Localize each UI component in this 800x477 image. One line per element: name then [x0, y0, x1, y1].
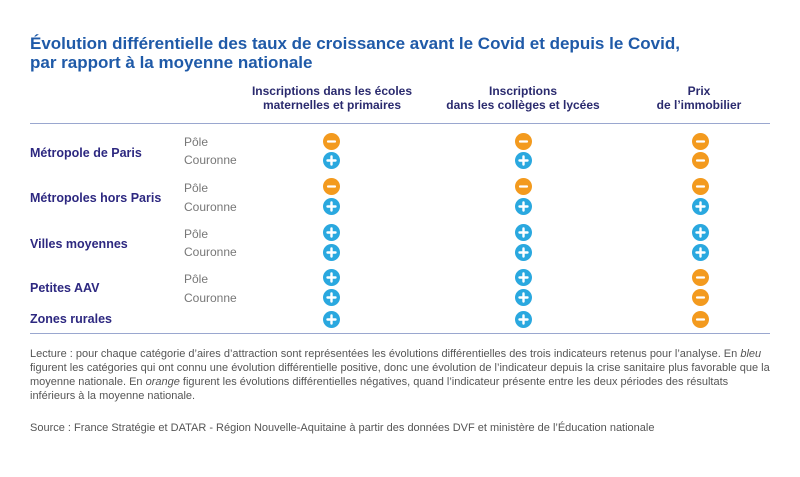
column-header-line: maternelles et primaires [262, 98, 402, 112]
title-line-2: par rapport à la moyenne nationale [30, 53, 313, 72]
plus-marker-icon [322, 197, 340, 215]
plus-marker-icon [322, 310, 340, 328]
minus-marker-icon [691, 310, 709, 328]
group-label-metropoles-hors-paris: Métropoles hors Paris [30, 191, 162, 205]
sub-label-pole: Pôle [184, 272, 209, 286]
title-line-1: Évolution différentielle des taux de cro… [30, 34, 680, 53]
plus-marker-icon [322, 268, 340, 286]
minus-marker-icon [691, 288, 709, 306]
sub-label-pole: Pôle [184, 181, 209, 195]
column-header-ecoles: Inscriptions dans les écoles maternelles… [227, 84, 437, 112]
column-header-line: Prix [687, 84, 711, 98]
plus-marker-icon [514, 268, 532, 286]
lecture-blue-word: bleu [740, 348, 762, 360]
plus-marker-icon [322, 243, 340, 261]
minus-marker-icon [691, 268, 709, 286]
plus-marker-icon [691, 197, 709, 215]
sub-label-couronne: Couronne [184, 200, 237, 214]
plus-marker-icon [691, 223, 709, 241]
group-label-zones-rurales: Zones rurales [30, 312, 112, 326]
plus-marker-icon [514, 151, 532, 169]
sub-label-couronne: Couronne [184, 291, 237, 305]
minus-marker-icon [691, 151, 709, 169]
plus-marker-icon [514, 288, 532, 306]
column-header-prix: Prix de l’immobilier [594, 84, 800, 112]
sub-label-couronne: Couronne [184, 245, 237, 259]
sub-label-pole: Pôle [184, 227, 209, 241]
lecture-orange-word: orange [145, 376, 180, 388]
plus-marker-icon [322, 223, 340, 241]
plus-marker-icon [514, 243, 532, 261]
minus-marker-icon [514, 177, 532, 195]
minus-marker-icon [322, 132, 340, 150]
plus-marker-icon [514, 310, 532, 328]
header-rule [30, 123, 770, 124]
chart-title: Évolution différentielle des taux de cro… [30, 34, 770, 72]
column-header-line: dans les collèges et lycées [446, 98, 600, 112]
plus-marker-icon [322, 288, 340, 306]
group-label-petites-aav: Petites AAV [30, 281, 100, 295]
column-header-colleges: Inscriptions dans les collèges et lycées [418, 84, 628, 112]
sub-label-pole: Pôle [184, 135, 209, 149]
column-header-line: Inscriptions dans les écoles [251, 84, 413, 98]
lecture-text: Lecture : pour chaque catégorie d’aires … [30, 348, 741, 360]
minus-marker-icon [514, 132, 532, 150]
plus-marker-icon [691, 243, 709, 261]
lecture-text: figurent les évolutions différentielles … [30, 376, 729, 402]
plus-marker-icon [322, 151, 340, 169]
lecture-text: figurent les catégories qui ont connu un… [30, 362, 770, 388]
column-header-line: de l’immobilier [656, 98, 742, 112]
minus-marker-icon [691, 177, 709, 195]
plus-marker-icon [514, 197, 532, 215]
column-header-line: Inscriptions [488, 84, 557, 98]
minus-marker-icon [322, 177, 340, 195]
minus-marker-icon [691, 132, 709, 150]
footer-rule [30, 333, 770, 334]
group-label-metropole-paris: Métropole de Paris [30, 146, 142, 160]
lecture-note: Lecture : pour chaque catégorie d’aires … [30, 347, 772, 403]
sub-label-couronne: Couronne [184, 153, 237, 167]
group-label-villes-moyennes: Villes moyennes [30, 237, 128, 251]
source-note: Source : France Stratégie et DATAR - Rég… [30, 422, 655, 434]
plus-marker-icon [514, 223, 532, 241]
